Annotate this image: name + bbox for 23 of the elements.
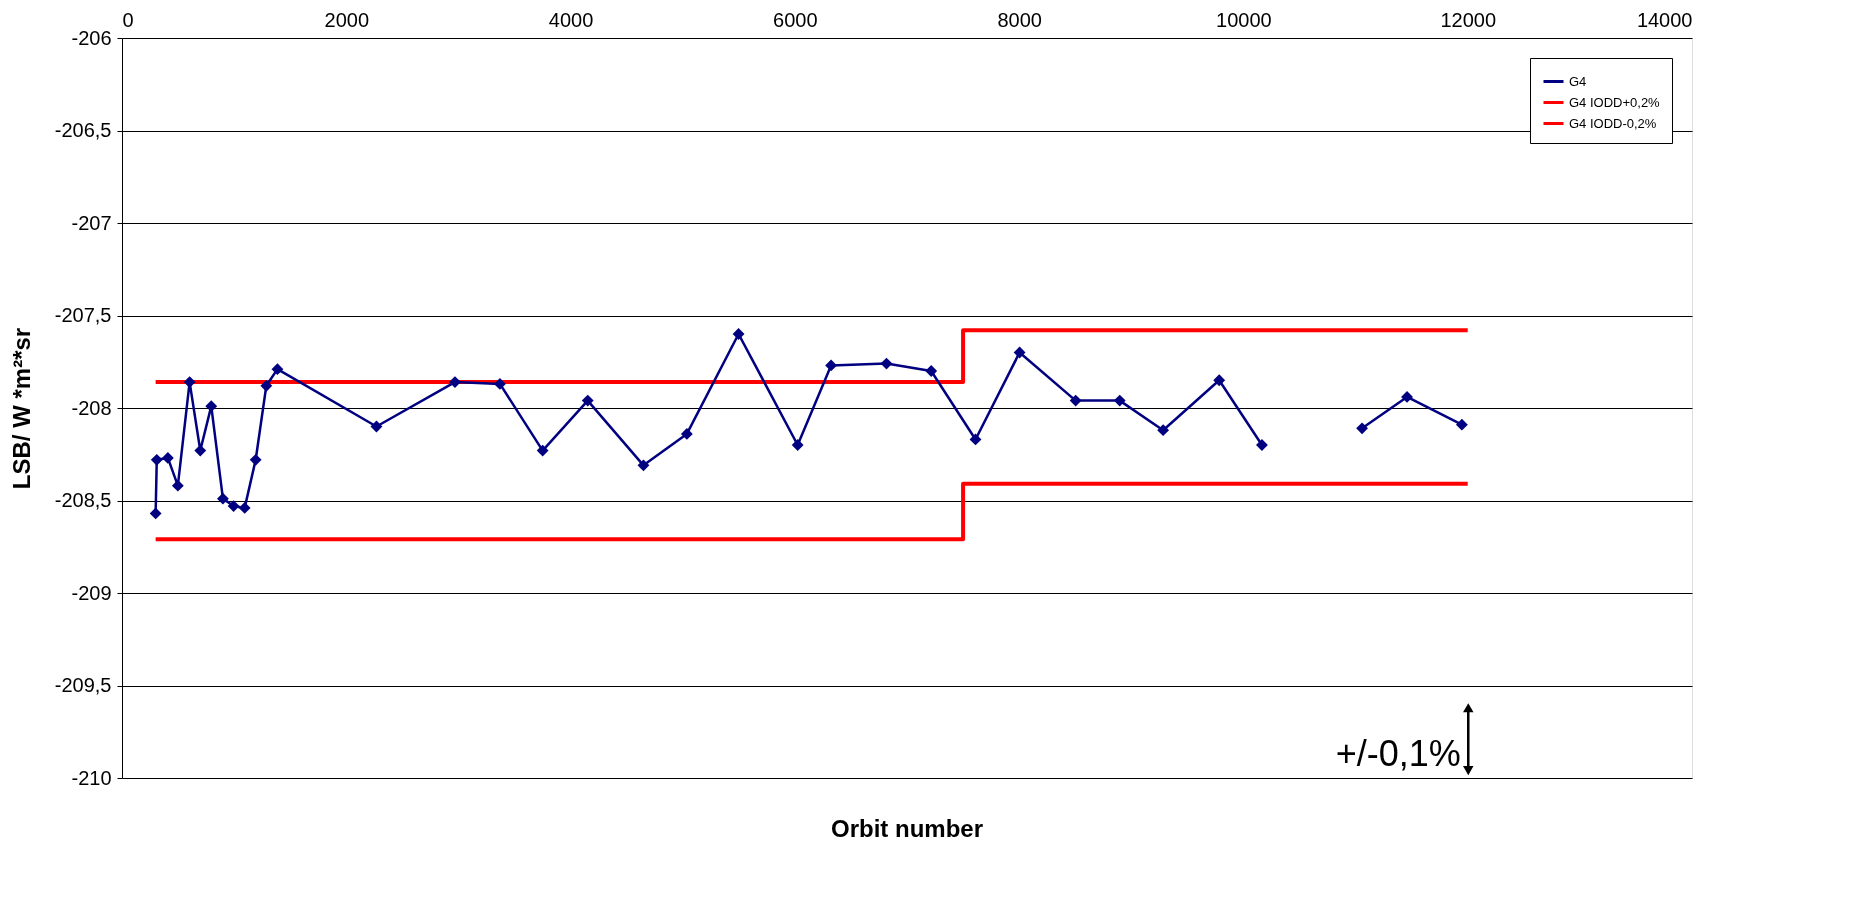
y-tick-label: -206 [71, 26, 112, 49]
y-tick-label: -208 [71, 396, 112, 419]
x-tick-label: 10000 [1216, 8, 1272, 31]
x-tick-label: 4000 [548, 8, 594, 31]
legend-label: G4 IODD+0,2% [1569, 94, 1661, 110]
y-tick-label: -206,5 [54, 119, 112, 141]
annotation: +/-0,1% [1335, 733, 1461, 775]
x-tick-label: 6000 [773, 8, 818, 31]
legend-label: G4 [1569, 73, 1587, 89]
y-tick-label: -208,5 [54, 489, 112, 511]
x-axis-title: Orbit number [830, 815, 984, 842]
y-axis-title: LSB/ W *m²*sr [7, 327, 35, 490]
x-tick-label: 2000 [324, 8, 370, 31]
y-tick-label: -207 [71, 211, 112, 234]
legend-label: G4 IODD-0,2% [1569, 115, 1657, 131]
y-tick-label: -209,5 [54, 674, 112, 696]
y-tick-label: -209 [71, 581, 112, 604]
x-tick-label: 14000 [1636, 8, 1693, 31]
y-tick-label: -210 [71, 766, 112, 789]
y-tick-label: -207,5 [54, 304, 112, 326]
x-tick-label: 12000 [1440, 8, 1497, 31]
x-tick-label: 8000 [997, 8, 1042, 31]
x-tick-label: 0 [122, 8, 134, 31]
